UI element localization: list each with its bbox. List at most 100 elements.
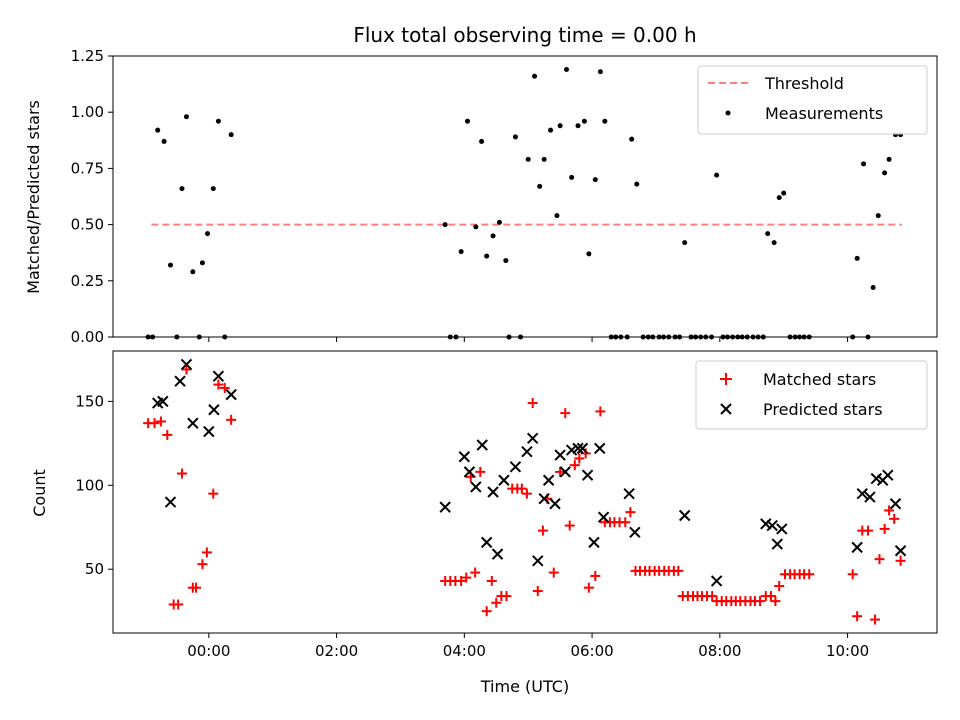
measurement-point: [624, 334, 630, 340]
predicted-star-point: [463, 466, 476, 478]
measurement-point: [569, 174, 575, 180]
measurement-point: [861, 161, 867, 167]
matched-star-point: [874, 554, 885, 565]
matched-star-point: [895, 555, 906, 566]
matched-star-point: [461, 572, 472, 583]
measurement-point: [484, 253, 490, 259]
measurement-point: [506, 334, 512, 340]
matched-star-point: [765, 591, 776, 602]
matched-star-point: [208, 488, 219, 499]
y-tick-label: 0.00: [71, 328, 104, 346]
measurement-point: [199, 260, 205, 266]
predicted-star-point: [576, 442, 589, 455]
matched-star-point: [456, 575, 467, 586]
predicted-star-point: [554, 449, 566, 461]
predicted-star-point: [157, 395, 169, 408]
matched-star-point: [863, 525, 874, 536]
chart-title: Flux total observing time = 0.00 h: [353, 23, 696, 47]
matched-star-point: [569, 460, 580, 471]
predicted-star-point: [208, 404, 220, 416]
ratio-y-axis-label: Matched/Predicted stars: [24, 100, 43, 294]
measurement-point: [882, 170, 888, 176]
measurement-point: [205, 231, 211, 237]
count-x-ticks: 00:00 02:00 04:00 06:00 08:00 10:00: [187, 633, 869, 660]
count-y-ticks: 50 100 150: [75, 392, 113, 578]
matched-star-point: [176, 468, 187, 479]
measurement-point: [222, 334, 228, 340]
matched-star-point: [870, 614, 881, 625]
measurement-point: [739, 334, 745, 340]
measurement-point: [575, 123, 581, 129]
matched-star-point: [516, 483, 527, 494]
measurement-point: [677, 334, 683, 340]
matched-star-point: [527, 398, 538, 409]
matched-star-point: [226, 414, 237, 425]
measurement-point: [688, 334, 694, 340]
predicted-star-point: [894, 545, 907, 557]
measurement-point: [771, 240, 777, 246]
measurement-point: [465, 118, 471, 124]
measurement-point: [155, 127, 161, 133]
matched-star-point: [501, 591, 512, 602]
measurement-point: [196, 334, 202, 340]
count-subplot: Count Time (UTC) 50 100 150 00:00 02:00 04:0…: [30, 350, 938, 696]
measurement-point: [744, 334, 750, 340]
measurement-point: [682, 240, 688, 246]
predicted-star-point: [225, 388, 237, 401]
measurement-point: [776, 195, 782, 201]
predicted-star-point: [521, 446, 533, 458]
measurement-point: [640, 334, 646, 340]
predicted-star-point: [776, 523, 788, 535]
matched-star-point: [583, 582, 594, 593]
measurement-point: [179, 186, 185, 192]
measurement-point: [442, 222, 448, 228]
measurement-point: [447, 334, 453, 340]
matched-star-point: [537, 525, 548, 536]
matched-star-point: [889, 513, 900, 524]
matched-star-point: [755, 596, 766, 607]
matched-star-point: [197, 559, 208, 570]
measurement-point: [850, 334, 856, 340]
measurement-point: [703, 334, 709, 340]
measurement-point: [781, 190, 787, 196]
predicted-star-point: [480, 536, 493, 549]
measurement-point: [787, 334, 793, 340]
count-legend-box: [695, 360, 928, 430]
measurement-point: [656, 334, 662, 340]
predicted-star-point: [864, 491, 876, 503]
ratio-x-ticks: [208, 337, 849, 342]
measurement-point: [735, 334, 741, 340]
measurement-point: [525, 156, 531, 162]
count-plot-frame: [112, 350, 938, 634]
y-tick-label: 1.00: [71, 103, 104, 121]
predicted-star-point: [572, 442, 584, 455]
matched-star-point: [590, 570, 601, 581]
matched-star-point: [595, 406, 606, 417]
measurement-point: [557, 123, 563, 129]
matched-star-point: [852, 611, 863, 622]
matched-star-point: [173, 599, 184, 610]
legend-predicted-label: Predicted stars: [763, 400, 883, 419]
measurement-point: [458, 249, 464, 255]
predicted-star-point: [889, 498, 902, 510]
measurement-point: [167, 262, 173, 268]
measurement-point: [693, 334, 699, 340]
measurement-point: [629, 136, 635, 142]
measurement-point: [854, 255, 860, 261]
predicted-star-point: [678, 509, 691, 522]
matched-star-point: [770, 596, 781, 607]
legend-matched-swatch: [720, 373, 732, 385]
predicted-star-point: [491, 548, 504, 560]
matched-star-point: [213, 379, 224, 390]
measurement-point: [537, 183, 543, 189]
measurement-point: [174, 334, 180, 340]
matched-star-point: [470, 567, 481, 578]
measurement-point: [564, 66, 570, 72]
measurement-point: [554, 213, 560, 219]
predicted-star-point: [470, 481, 482, 493]
matched-star-point: [555, 466, 566, 477]
ratio-legend-box: [697, 65, 928, 135]
predicted-star-point: [180, 358, 193, 371]
measurement-point: [661, 334, 667, 340]
matched-star-point: [181, 364, 192, 375]
